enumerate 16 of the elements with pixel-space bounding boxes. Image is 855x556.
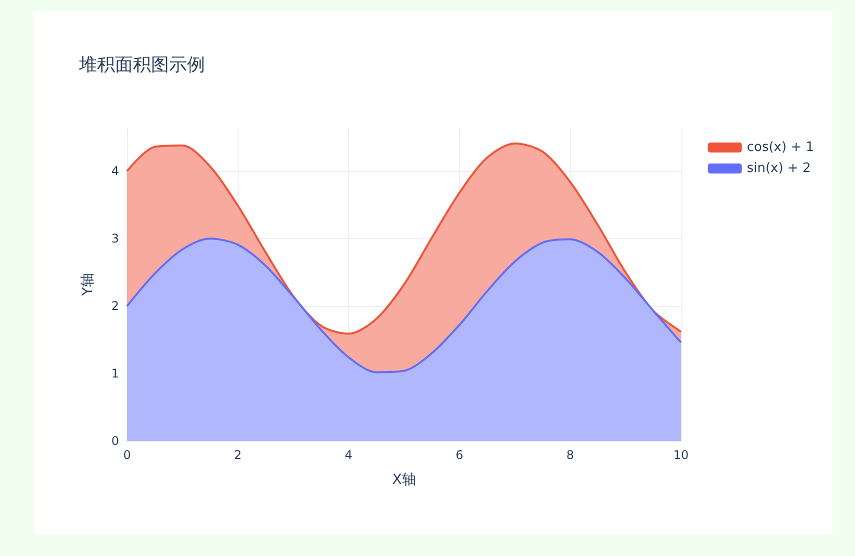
y-tick-label: 1 xyxy=(111,366,119,381)
x-tick-label: 8 xyxy=(566,448,574,462)
x-tick-label: 0 xyxy=(123,448,131,462)
y-tick-label: 3 xyxy=(111,232,119,246)
x-tick-label: 2 xyxy=(234,448,242,462)
x-axis-title: X轴 xyxy=(392,472,416,488)
x-tick-label: 4 xyxy=(344,448,352,462)
legend-label: sin(x) + 2 xyxy=(746,161,811,176)
x-tick-label: 6 xyxy=(456,448,464,462)
legend-label: cos(x) + 1 xyxy=(746,140,814,155)
y-tick-label: 2 xyxy=(111,299,119,314)
y-tick-label: 0 xyxy=(111,434,119,448)
y-tick-label: 4 xyxy=(111,164,119,178)
x-tick-label: 10 xyxy=(673,448,689,462)
chart-title: 堆积面积图示例 xyxy=(78,54,205,76)
y-axis-title: Y轴 xyxy=(80,273,96,297)
